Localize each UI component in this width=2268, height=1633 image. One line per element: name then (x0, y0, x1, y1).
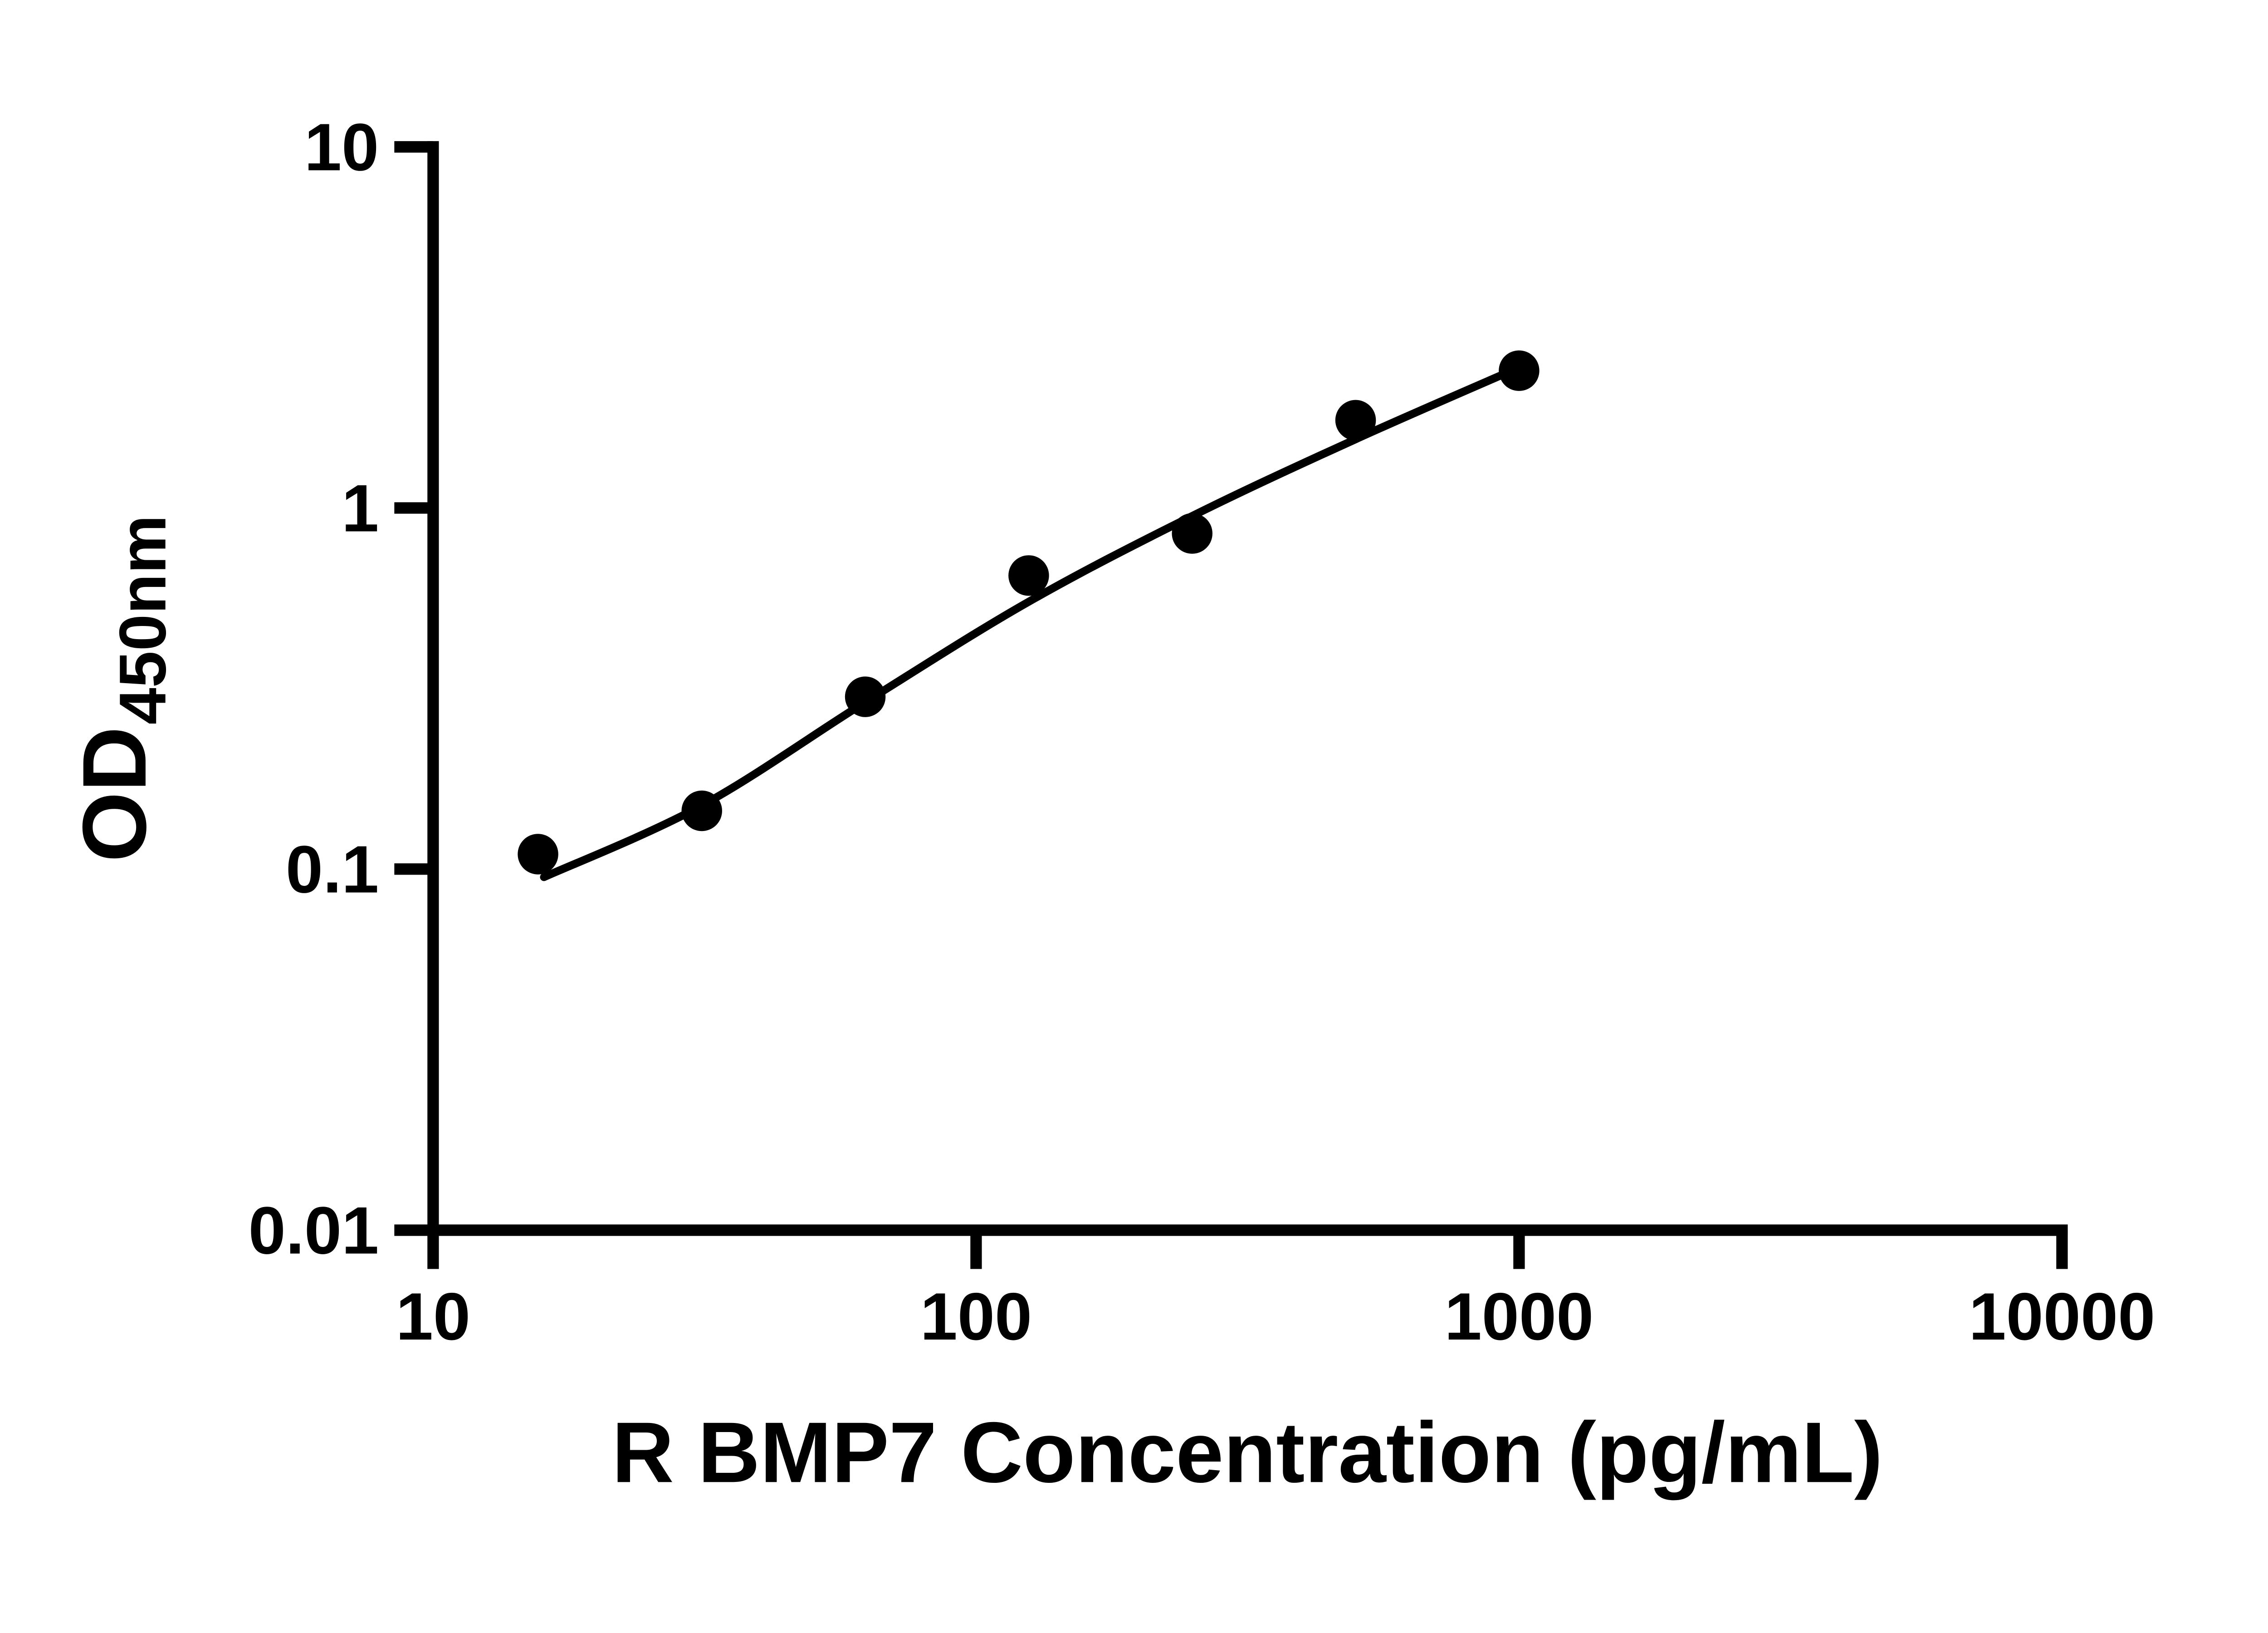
y-tick-label: 0.1 (286, 832, 379, 907)
axes-frame (427, 141, 2068, 1236)
standard-curve-chart: 10 100 1000 10000 0.01 0.1 1 10 R BMP7 Concentr… (64, 110, 2156, 1501)
x-tick-label: 10 (396, 1279, 470, 1354)
y-tick-label: 1 (342, 471, 379, 546)
data-point (1172, 513, 1212, 554)
data-point (518, 834, 558, 875)
y-axis-title-subscript: 450nm (106, 515, 180, 724)
plot-layer: 10 100 1000 10000 0.01 0.1 1 10 (249, 110, 2156, 1354)
y-tick-label: 10 (304, 110, 379, 185)
y-tick-label: 0.01 (249, 1193, 379, 1268)
x-tick-label: 1000 (1444, 1279, 1593, 1354)
x-tick-label: 100 (920, 1279, 1032, 1354)
data-point (681, 790, 722, 831)
x-tick-label: 10000 (1969, 1279, 2155, 1354)
data-point (1335, 400, 1376, 441)
x-axis-title: R BMP7 Concentration (pg/mL) (612, 1404, 1883, 1501)
elisa-standard-curve-figure: 10 100 1000 10000 0.01 0.1 1 10 R BMP7 Concentr… (64, 110, 2156, 1501)
y-axis-title: OD 450nm (64, 515, 180, 862)
y-axis-title-main: OD (64, 727, 165, 862)
data-point (1008, 555, 1049, 596)
data-point (1499, 350, 1540, 391)
data-point (845, 676, 886, 717)
